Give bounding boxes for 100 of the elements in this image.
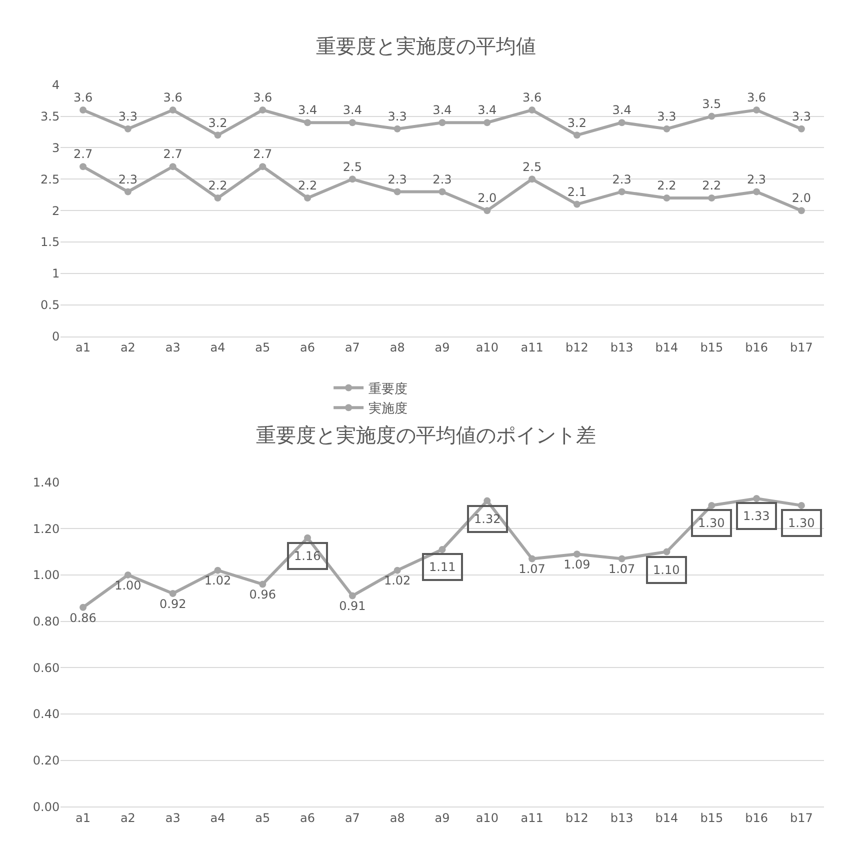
point — [753, 494, 760, 502]
point — [394, 125, 401, 132]
data-label: 0.92 — [159, 596, 186, 611]
point — [484, 119, 491, 126]
chart-title: 重要度と実施度の平均値 — [316, 34, 536, 58]
x-tick-label: b17 — [790, 811, 813, 826]
annotation: 1.33 — [743, 509, 770, 523]
y-tick-label: 1 — [52, 266, 60, 281]
point — [528, 555, 536, 562]
x-tick-label: a2 — [120, 811, 136, 826]
point — [573, 132, 580, 139]
x-tick-label: a4 — [210, 340, 226, 355]
x-tick-label: b12 — [565, 340, 588, 355]
y-tick-label: 0.80 — [32, 614, 60, 628]
x-tick-label: a6 — [300, 340, 316, 355]
annotation: 1.16 — [294, 549, 321, 563]
point — [169, 590, 176, 597]
x-tick-label: b14 — [655, 340, 678, 355]
y-tick-label: 4 — [52, 78, 60, 92]
point — [798, 207, 805, 214]
data-label: 3.2 — [208, 116, 228, 130]
data-label: 2.0 — [792, 191, 811, 206]
y-tick-label: 2 — [52, 204, 60, 218]
point — [798, 125, 805, 132]
data-label: 2.3 — [746, 172, 766, 186]
x-tick-label: b15 — [700, 340, 724, 355]
x-tick-label: a1 — [76, 340, 91, 355]
point — [708, 502, 716, 509]
point — [124, 125, 132, 132]
x-tick-label: a11 — [520, 811, 544, 826]
point — [618, 188, 626, 196]
x-tick-label: a9 — [434, 811, 450, 826]
data-label: 3.5 — [702, 96, 722, 111]
data-label: 2.5 — [522, 160, 542, 174]
x-tick-label: a6 — [300, 811, 316, 826]
y-tick-label: 1.5 — [40, 235, 60, 250]
data-label: 2.3 — [612, 172, 632, 186]
x-tick-label: a7 — [344, 811, 360, 826]
point — [528, 176, 536, 183]
point — [169, 163, 176, 170]
data-label: 3.4 — [298, 103, 318, 118]
data-label: 1.02 — [384, 574, 411, 588]
x-tick-label: b14 — [655, 811, 678, 826]
point — [304, 119, 312, 126]
chart-title: 重要度と実施度の平均値のポイント差 — [256, 423, 596, 447]
point — [753, 188, 760, 196]
data-label: 1.09 — [564, 557, 590, 572]
point — [618, 119, 626, 126]
point — [798, 502, 805, 509]
x-tick-label: a1 — [76, 811, 91, 826]
data-label: 2.1 — [567, 184, 586, 199]
point — [663, 548, 670, 556]
point — [708, 194, 716, 202]
data-label: 2.2 — [208, 178, 228, 193]
data-label: 2.0 — [478, 191, 497, 206]
data-label: 0.96 — [249, 588, 276, 602]
x-tick-label: b17 — [790, 340, 813, 355]
annotation: 1.32 — [474, 512, 501, 526]
y-tick-label: 2.5 — [40, 172, 60, 186]
point — [438, 119, 446, 126]
point — [394, 566, 401, 574]
data-label: 3.6 — [746, 90, 766, 105]
data-label: 3.6 — [522, 90, 542, 105]
point — [484, 497, 491, 504]
point — [214, 194, 222, 202]
data-label: 2.3 — [432, 172, 452, 186]
data-label: 0.91 — [339, 599, 366, 614]
point — [124, 188, 132, 196]
point — [304, 534, 312, 542]
data-label: 2.7 — [74, 147, 93, 162]
y-tick-label: 0.00 — [32, 800, 60, 814]
annotation: 1.11 — [429, 560, 456, 574]
y-tick-label: 0.5 — [40, 298, 60, 312]
data-label: 3.3 — [792, 110, 811, 124]
data-label: 2.2 — [298, 178, 318, 193]
annotation: 1.10 — [653, 563, 680, 577]
x-tick-label: a8 — [390, 340, 405, 355]
annotation: 1.30 — [698, 516, 725, 530]
data-label: 2.7 — [253, 147, 272, 162]
point — [438, 546, 446, 553]
point — [573, 200, 580, 208]
data-label: 3.3 — [388, 110, 407, 124]
point — [259, 580, 266, 588]
data-label: 3.2 — [567, 116, 586, 130]
x-tick-label: b13 — [610, 340, 634, 355]
point — [708, 112, 716, 120]
data-label: 3.4 — [612, 103, 632, 118]
data-label: 3.4 — [432, 103, 452, 118]
x-tick-label: a4 — [210, 811, 226, 826]
point — [80, 604, 87, 611]
point — [753, 106, 760, 114]
x-tick-label: a11 — [520, 340, 544, 355]
point — [259, 106, 266, 114]
legend-label: 重要度 — [368, 380, 408, 397]
data-label: 1.02 — [204, 574, 232, 588]
data-label: 3.6 — [163, 90, 182, 105]
point — [80, 106, 87, 114]
point — [214, 566, 222, 574]
point — [618, 555, 626, 562]
y-tick-label: 3.5 — [40, 110, 60, 124]
